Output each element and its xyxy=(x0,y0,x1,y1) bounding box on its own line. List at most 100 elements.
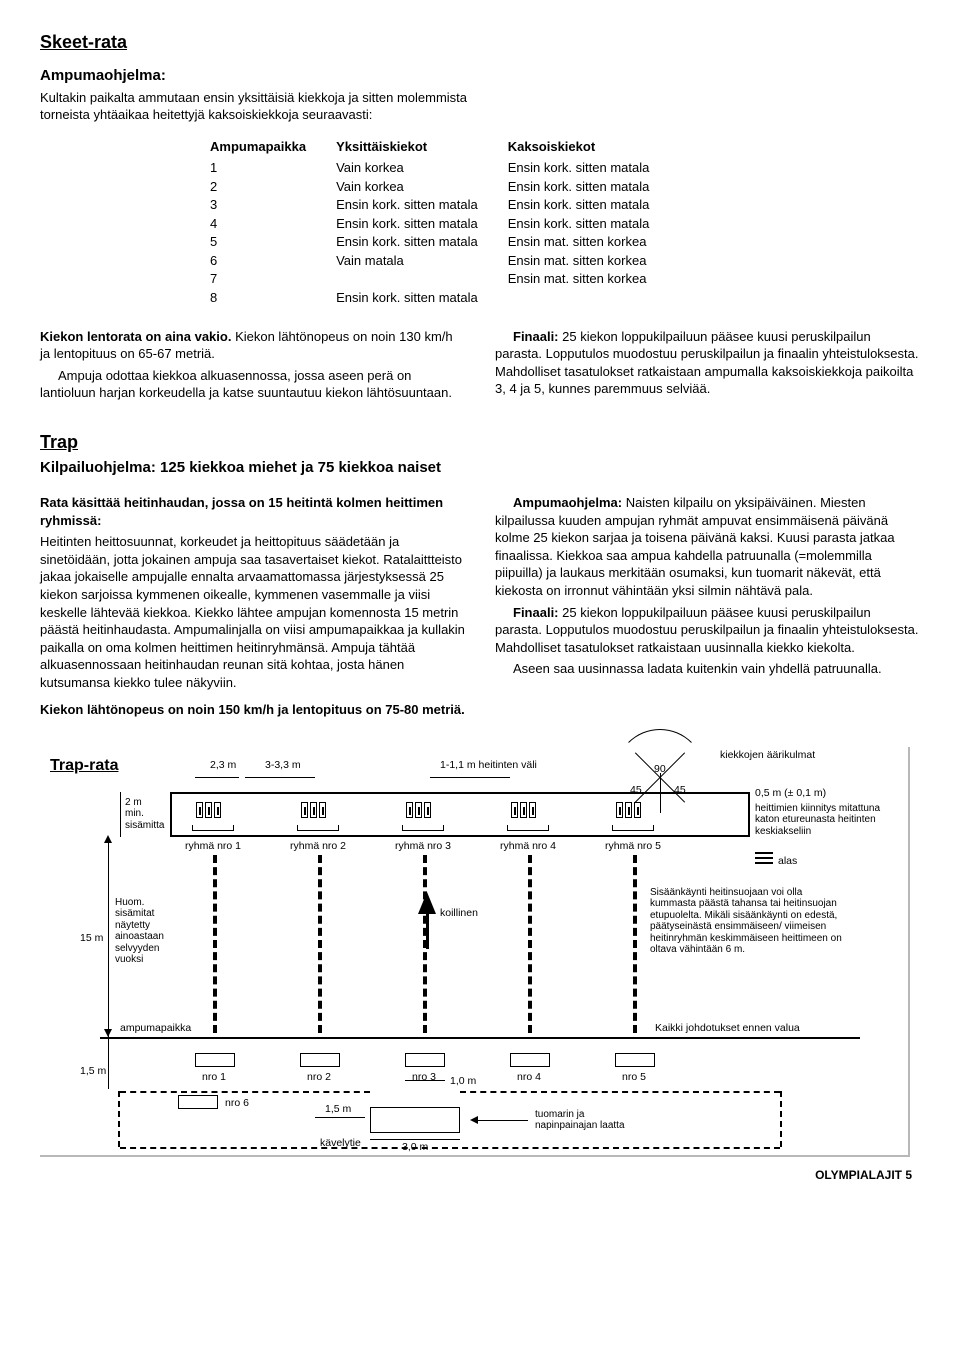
trench-r xyxy=(748,792,750,837)
trap-left-h: Rata käsittää heitinhaudan, jossa on 15 … xyxy=(40,494,465,529)
table-cell: Ensin mat. sitten korkea xyxy=(508,233,680,252)
skeet-intro: Kultakin paikalta ammutaan ensin yksittä… xyxy=(40,89,480,124)
label-huom: Huom. sisämitat näytetty ainoastaan selv… xyxy=(115,897,185,966)
dim-0-5: 0,5 m (± 0,1 m) xyxy=(755,787,826,799)
dim-10: 1,0 m xyxy=(450,1075,476,1087)
label-kiek: kiekkojen äärikulmat xyxy=(720,749,815,761)
brace-3 xyxy=(402,825,444,831)
label-g1: ryhmä nro 1 xyxy=(185,840,241,852)
table-cell: Vain korkea xyxy=(336,178,508,197)
dash-5 xyxy=(633,855,637,1033)
page-footer: OLYMPIALAJIT 5 xyxy=(40,1167,920,1183)
label-g4: ryhmä nro 4 xyxy=(500,840,556,852)
skeet-title: Skeet-rata xyxy=(40,30,920,54)
label-g5: ryhmä nro 5 xyxy=(605,840,661,852)
dim-3-3: 3-3,3 m xyxy=(265,759,301,771)
trap-col-right: Ampumaohjelma: Naisten kilpailu on yksip… xyxy=(495,494,920,723)
skeet-table: Ampumapaikka Yksittäiskiekot Kaksoiskiek… xyxy=(210,138,679,308)
label-g3: ryhmä nro 3 xyxy=(395,840,451,852)
table-cell: Ensin kork. sitten matala xyxy=(336,196,508,215)
table-cell: 1 xyxy=(210,159,336,178)
table-row: 3Ensin kork. sitten matalaEnsin kork. si… xyxy=(210,196,679,215)
dim-15b: 1,5 m xyxy=(80,1065,106,1077)
th-single: Yksittäiskiekot xyxy=(336,138,508,160)
angle-45a: 45 xyxy=(630,784,642,796)
th-station: Ampumapaikka xyxy=(210,138,336,160)
ah15d xyxy=(104,1029,112,1037)
th-double: Kaksoiskiekot xyxy=(508,138,680,160)
table-cell: 5 xyxy=(210,233,336,252)
table-row: 5Ensin kork. sitten matalaEnsin mat. sit… xyxy=(210,233,679,252)
table-cell: Ensin kork. sitten matala xyxy=(508,215,680,234)
skeet-table-area: Ampumapaikka Yksittäiskiekot Kaksoiskiek… xyxy=(210,138,920,308)
dash-2 xyxy=(318,855,322,1033)
group-4 xyxy=(510,802,537,823)
brace-5 xyxy=(612,825,654,831)
dash-4 xyxy=(528,855,532,1033)
table-row: 2Vain korkeaEnsin kork. sitten matala xyxy=(210,178,679,197)
tuom-line xyxy=(478,1120,528,1121)
table-cell: Ensin kork. sitten matala xyxy=(336,215,508,234)
table-cell: Ensin mat. sitten korkea xyxy=(508,270,680,289)
dim10-line xyxy=(405,1080,445,1081)
label-tuom: tuomarin ja napinpainajan laatta xyxy=(535,1109,625,1132)
alas-line3 xyxy=(755,862,773,864)
station-5 xyxy=(615,1053,655,1067)
trap-diagram: Trap-rata 2,3 m 3-3,3 m 1-1,1 m heitinte… xyxy=(40,747,910,1157)
dim-1-1: 1-1,1 m heitinten väli xyxy=(440,759,537,771)
label-n6: nro 6 xyxy=(225,1097,249,1109)
trench-bot xyxy=(170,835,750,837)
label-ampp: ampumapaikka xyxy=(120,1022,191,1034)
label-n1: nro 1 xyxy=(202,1071,226,1083)
table-cell: Ensin kork. sitten matala xyxy=(336,289,508,308)
alas-line1 xyxy=(755,852,773,854)
table-cell: 7 xyxy=(210,270,336,289)
brace-2 xyxy=(297,825,339,831)
dash-1 xyxy=(213,855,217,1033)
table-row: 6Vain matalaEnsin mat. sitten korkea xyxy=(210,252,679,271)
table-row: 7 Ensin mat. sitten korkea xyxy=(210,270,679,289)
table-cell: 4 xyxy=(210,215,336,234)
group-2 xyxy=(300,802,327,823)
table-cell: Ensin mat. sitten korkea xyxy=(508,252,680,271)
trap-right-p1: Naisten kilpailu on yksipäiväinen. Miest… xyxy=(495,495,895,598)
dim33-line xyxy=(245,777,315,778)
walkway-box xyxy=(370,1107,460,1133)
table-row: 8Ensin kork. sitten matala xyxy=(210,289,679,308)
trap-subtitle: Kilpailuohjelma: 125 kiekkoa miehet ja 7… xyxy=(40,458,920,478)
trap-left-p1: Heitinten heittosuunnat, korkeudet ja he… xyxy=(40,533,465,691)
station-6 xyxy=(178,1095,218,1109)
tuom-arrow xyxy=(470,1116,478,1124)
dim15-line xyxy=(108,837,109,1037)
path-5 xyxy=(780,1091,782,1147)
table-cell xyxy=(336,270,508,289)
label-n4: nro 4 xyxy=(517,1071,541,1083)
trap-columns: Rata käsittää heitinhaudan, jossa on 15 … xyxy=(40,494,920,723)
group-5 xyxy=(615,802,642,823)
dim-15c: 1,5 m xyxy=(325,1103,351,1115)
skeet-columns: Kiekon lentorata on aina vakio. Kiekon l… xyxy=(40,328,920,406)
skeet-right-bold: Finaali: xyxy=(513,329,559,344)
trench-l xyxy=(170,792,172,837)
skeet-left-p2: Ampuja odottaa kiekkoa alkuasennossa, jo… xyxy=(40,367,465,402)
skeet-right-rest: 25 kiekon loppukilpailuun pääsee kuusi p… xyxy=(495,329,918,397)
table-cell: Ensin kork. sitten matala xyxy=(508,196,680,215)
ah15u xyxy=(104,835,112,843)
label-alas: alas xyxy=(778,855,797,867)
label-sisaan: Sisäänkäynti heitinsuojaan voi olla kumm… xyxy=(650,887,845,956)
station-1 xyxy=(195,1053,235,1067)
table-cell: Vain korkea xyxy=(336,159,508,178)
table-row: 4Ensin kork. sitten matalaEnsin kork. si… xyxy=(210,215,679,234)
path-2 xyxy=(460,1091,780,1093)
station-3 xyxy=(405,1053,445,1067)
table-cell: Ensin kork. sitten matala xyxy=(508,159,680,178)
path-3 xyxy=(120,1147,780,1149)
dim15b-line xyxy=(108,1039,109,1089)
group-1 xyxy=(195,802,222,823)
table-cell: 8 xyxy=(210,289,336,308)
skeet-left-bold: Kiekon lentorata on aina vakio. xyxy=(40,329,231,344)
trap-left-h2: Kiekon lähtönopeus on noin 150 km/h ja l… xyxy=(40,701,465,719)
trap-right-b2: Finaali: xyxy=(513,605,559,620)
trap-right-b1: Ampumaohjelma: xyxy=(513,495,622,510)
table-cell: 6 xyxy=(210,252,336,271)
